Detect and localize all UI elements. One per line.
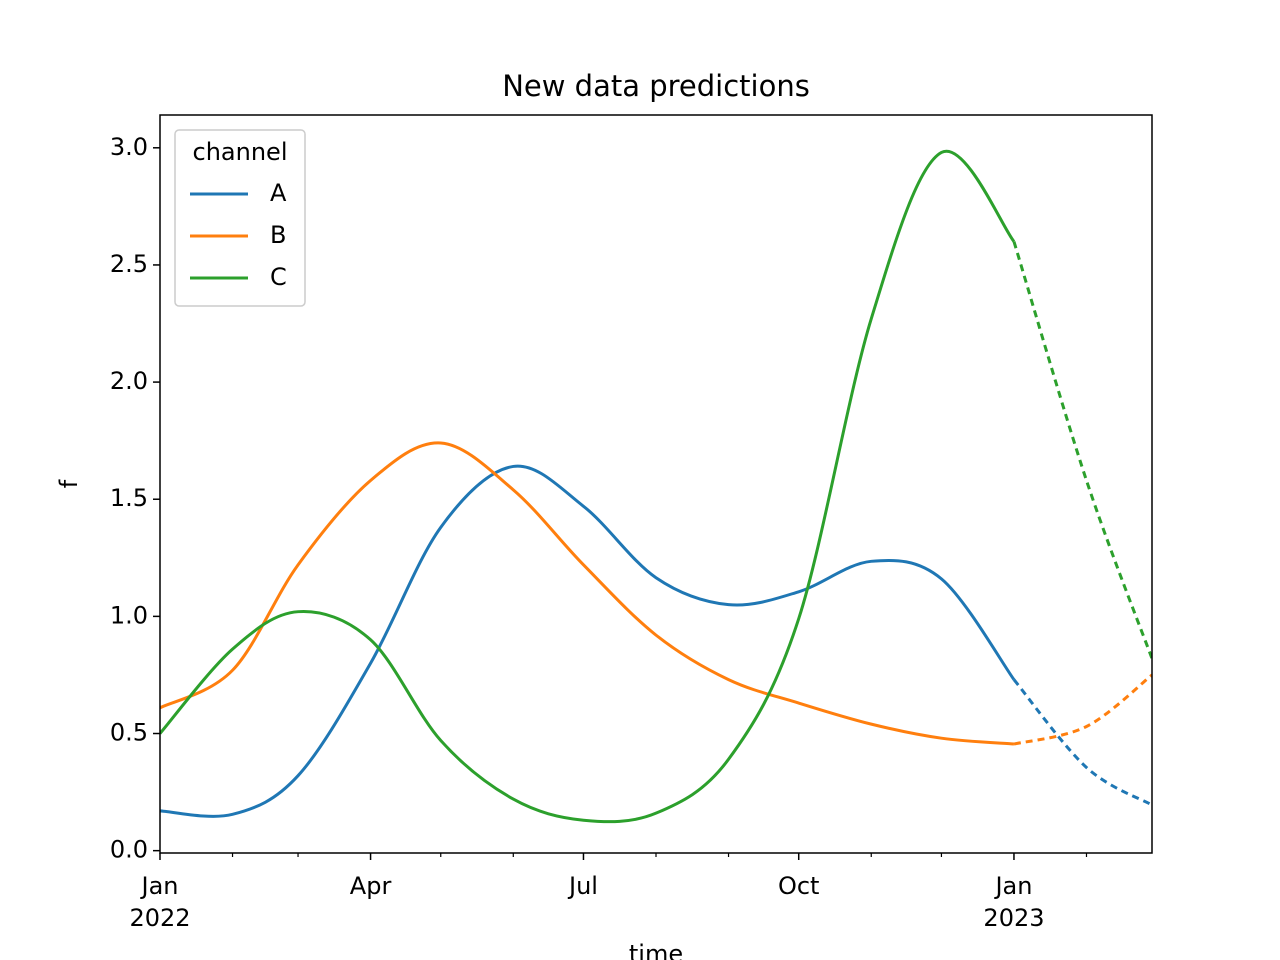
legend-label: C bbox=[270, 263, 287, 291]
y-tick-label: 0.5 bbox=[110, 719, 148, 747]
series-line bbox=[1012, 678, 1152, 807]
y-tick-label: 3.0 bbox=[110, 133, 148, 161]
series-line bbox=[1013, 673, 1152, 746]
x-axis-label: time bbox=[629, 940, 683, 960]
x-tick-label: Jan bbox=[140, 872, 179, 900]
series-line bbox=[160, 464, 1016, 818]
x-tick-label: Apr bbox=[350, 872, 392, 900]
legend-label: A bbox=[270, 179, 287, 207]
y-tick-label: 2.5 bbox=[110, 250, 148, 278]
y-tick-label: 1.5 bbox=[110, 484, 148, 512]
x-tick-label: Jul bbox=[567, 872, 598, 900]
series-line bbox=[160, 149, 1016, 824]
x-tick-label: Oct bbox=[778, 872, 820, 900]
legend-label: B bbox=[270, 221, 286, 249]
legend-box bbox=[174, 129, 306, 307]
x-tick-label: 2023 bbox=[983, 904, 1044, 932]
x-tick-label: Jan bbox=[993, 872, 1032, 900]
y-axis-label: f bbox=[55, 479, 83, 488]
series-line bbox=[1012, 241, 1152, 660]
plot-frame bbox=[159, 114, 1153, 854]
chart-title: New data predictions bbox=[502, 69, 810, 103]
x-tick-label: 2022 bbox=[129, 904, 190, 932]
legend-title: channel bbox=[193, 138, 288, 166]
y-tick-label: 0.0 bbox=[110, 836, 148, 864]
series-line bbox=[160, 441, 1015, 746]
y-tick-label: 1.0 bbox=[110, 601, 148, 629]
y-tick-label: 2.0 bbox=[110, 367, 148, 395]
